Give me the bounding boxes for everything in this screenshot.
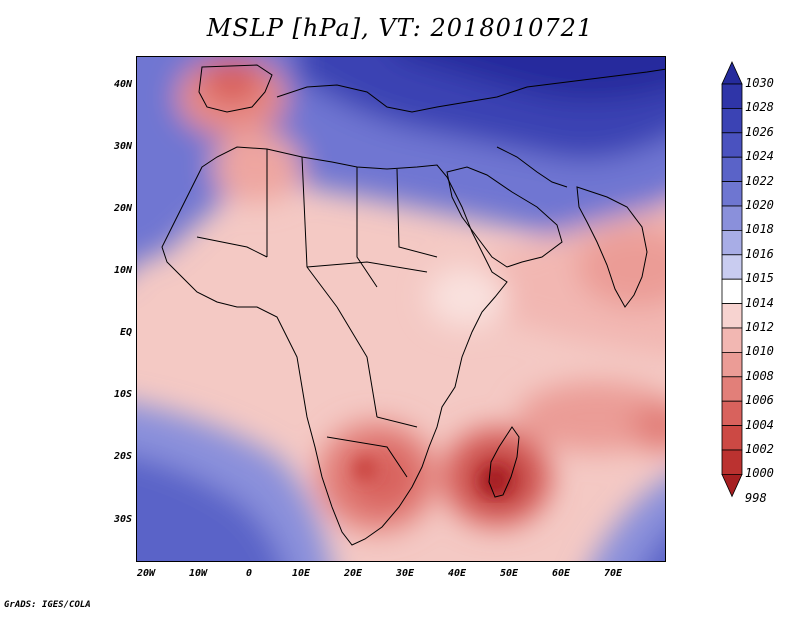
colorbar-segment: [721, 327, 743, 353]
pressure-field: [137, 57, 665, 561]
colorbar-segment: [721, 449, 743, 475]
colorbar-label: 1000: [745, 466, 774, 481]
lon-label: 50E: [499, 568, 519, 579]
coastlines: [161, 64, 665, 546]
credit-text: GrADS: IGES/COLA: [4, 600, 91, 610]
colorbar-label: 998: [745, 490, 767, 505]
colorbar-label: 1028: [745, 100, 774, 115]
lon-label: 60E: [551, 568, 571, 579]
lon-label: 20E: [343, 568, 363, 579]
lon-label: 30E: [395, 568, 415, 579]
colorbar-label: 1022: [745, 173, 774, 188]
lon-label: 20W: [136, 568, 156, 579]
map-title: MSLP [hPa], VT: 2018010721: [206, 14, 594, 42]
lat-label: 10N: [113, 265, 132, 276]
colorbar-label: 1014: [745, 295, 774, 310]
colorbar-segment: [721, 205, 743, 231]
colorbar-label: 1026: [745, 124, 774, 139]
colorbar-label: 1010: [745, 344, 774, 359]
colorbar-segment: [721, 83, 743, 109]
colorbar-segment: [721, 156, 743, 182]
lat-label: 30S: [113, 514, 132, 525]
colorbar-segment: [721, 425, 743, 451]
lon-label: 40E: [447, 568, 467, 579]
colorbar-label: 1015: [745, 271, 774, 286]
colorbar: [721, 61, 743, 498]
colorbar-label: 1030: [745, 76, 774, 90]
colorbar-segment: [721, 229, 743, 256]
colorbar-segment: [721, 278, 743, 304]
lon-label: 70E: [603, 568, 623, 579]
colorbar-label: 1012: [745, 320, 774, 334]
lon-label: 10W: [188, 568, 208, 579]
colorbar-segment: [721, 400, 743, 427]
lat-label: 20N: [113, 203, 132, 214]
colorbar-label: 1002: [745, 442, 774, 456]
colorbar-label: 1024: [745, 149, 774, 164]
lon-label: 0: [245, 568, 253, 579]
colorbar-label: 1004: [745, 417, 774, 432]
colorbar-label: 1006: [745, 393, 774, 408]
colorbar-segment: [721, 181, 743, 207]
pressure-map: [136, 56, 666, 562]
colorbar-label: 1020: [745, 198, 774, 212]
lon-label: 10E: [291, 568, 311, 579]
lat-label: 10S: [113, 389, 132, 400]
colorbar-arrow-top: [721, 61, 743, 85]
colorbar-label: 1008: [745, 368, 774, 383]
lat-label: 20S: [113, 451, 132, 462]
lat-label: EQ: [119, 327, 132, 338]
colorbar-label: 1018: [745, 222, 774, 237]
colorbar-segment: [721, 108, 743, 134]
colorbar-segment: [721, 254, 743, 280]
colorbar-arrow-bottom: [721, 473, 743, 498]
lat-label: 30N: [113, 141, 132, 152]
colorbar-segment: [721, 376, 743, 402]
colorbar-segment: [721, 351, 743, 378]
colorbar-segment: [721, 132, 743, 158]
colorbar-label: 1016: [745, 246, 774, 261]
colorbar-segment: [721, 303, 743, 329]
lat-label: 40N: [113, 79, 132, 90]
